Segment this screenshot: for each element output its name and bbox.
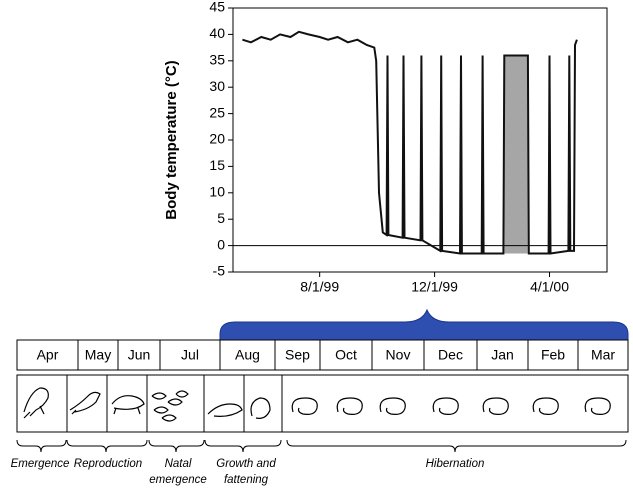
phase-braces: [16, 439, 627, 453]
icon-emergence: [23, 387, 49, 419]
month-label: Dec: [438, 347, 463, 363]
icon-dividers: [66, 375, 283, 432]
month-label: Oct: [335, 347, 357, 363]
y-tick-label: 40: [209, 25, 225, 41]
month-box: [274, 339, 321, 371]
hibernation-brace: [219, 308, 629, 341]
curled-icon: [379, 397, 406, 415]
y-tick-label: 10: [209, 184, 225, 200]
icon-growth-1: [207, 403, 243, 417]
month-label: Apr: [37, 347, 59, 363]
hibernation-icons: [291, 397, 611, 415]
shaded-region: [504, 55, 528, 254]
month-label: May: [85, 347, 111, 363]
month-label: Nov: [386, 347, 411, 363]
curled-icon: [432, 397, 459, 415]
month-label: Sep: [285, 347, 310, 363]
x-tick-label: 4/1/00: [530, 279, 569, 295]
month-label: Mar: [591, 347, 615, 363]
month-box: [16, 339, 79, 371]
month-box: [219, 339, 276, 371]
y-tick-label: 20: [209, 131, 225, 147]
phase-label: Emergence: [11, 458, 70, 470]
temperature-line: [242, 30, 578, 255]
month-box: [476, 339, 529, 371]
curled-icon: [532, 397, 559, 415]
phase-label: Natal: [165, 458, 192, 470]
y-tick-label: -5: [213, 263, 226, 279]
phase-label: Reproduction: [74, 458, 142, 470]
month-box: [77, 339, 119, 371]
month-box: [117, 339, 161, 371]
month-label: Aug: [235, 347, 260, 363]
y-tick-label: 5: [217, 210, 225, 226]
month-box: [159, 339, 221, 371]
x-tick-label: 8/1/99: [300, 279, 339, 295]
month-box: [371, 339, 425, 371]
phase-label: Growth and: [216, 458, 276, 470]
curled-icon: [584, 397, 611, 415]
curled-icon: [336, 397, 363, 415]
icon-reproduction-1: [69, 391, 101, 415]
y-tick-label: 45: [209, 0, 225, 15]
month-label: Feb: [541, 347, 565, 363]
curled-icon: [291, 397, 318, 415]
icon-reproduction-2: [111, 395, 145, 415]
curled-icon: [482, 397, 509, 415]
y-tick-label: 15: [209, 157, 225, 173]
month-label: Jun: [128, 347, 151, 363]
icon-natal: [151, 390, 189, 422]
x-tick-label: 12/1/99: [411, 279, 458, 295]
y-tick-label: 30: [209, 78, 225, 94]
icons: [23, 387, 611, 422]
y-axis-label: Body temperature (°C): [163, 60, 180, 219]
month-label: Jan: [491, 347, 514, 363]
phase-label: fattening: [224, 474, 269, 486]
y-tick-label: 35: [209, 52, 225, 68]
month-box: [423, 339, 478, 371]
month-label: Jul: [181, 347, 199, 363]
icon-row: [16, 374, 629, 433]
month-box: [577, 339, 629, 371]
y-tick-label: 25: [209, 104, 225, 120]
phase-label: emergence: [149, 474, 207, 486]
phase-label: Hibernation: [426, 458, 485, 470]
icon-growth-2: [250, 397, 271, 419]
y-tick-label: 0: [217, 236, 225, 252]
